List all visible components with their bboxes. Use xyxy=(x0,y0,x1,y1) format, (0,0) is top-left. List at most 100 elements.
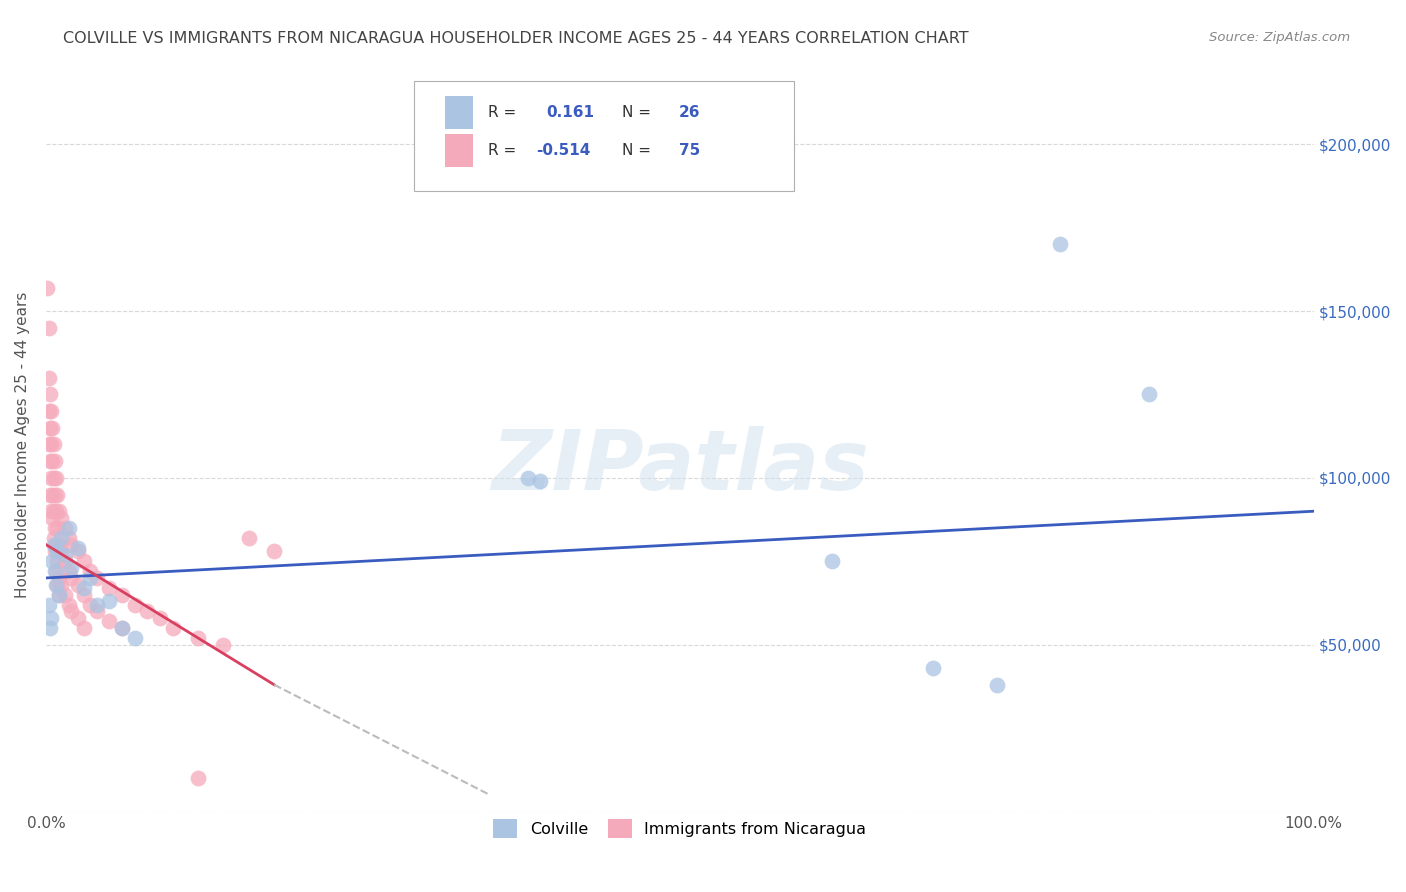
Point xyxy=(38,404,60,418)
Text: 75: 75 xyxy=(679,144,700,159)
Point xyxy=(73,581,96,595)
Point xyxy=(66,577,89,591)
Point xyxy=(73,554,96,568)
Point xyxy=(79,564,101,578)
Point xyxy=(66,541,89,555)
Point xyxy=(46,554,69,568)
Point xyxy=(38,387,60,401)
Point xyxy=(60,561,83,575)
Point xyxy=(46,544,69,558)
Point xyxy=(41,454,63,468)
Point xyxy=(53,588,76,602)
Point xyxy=(124,598,146,612)
Point xyxy=(53,548,76,562)
Point xyxy=(37,280,59,294)
Point xyxy=(263,544,285,558)
Point xyxy=(66,544,89,558)
Point xyxy=(42,538,65,552)
Point xyxy=(79,598,101,612)
Point xyxy=(42,531,65,545)
Point xyxy=(44,521,66,535)
Point xyxy=(58,598,80,612)
Point xyxy=(46,521,69,535)
Legend: Colville, Immigrants from Nicaragua: Colville, Immigrants from Nicaragua xyxy=(486,813,873,844)
Point xyxy=(39,471,62,485)
Point xyxy=(58,521,80,535)
Point xyxy=(38,437,60,451)
Point xyxy=(86,604,108,618)
Point xyxy=(38,454,60,468)
Point xyxy=(45,564,67,578)
Point xyxy=(53,554,76,568)
Point xyxy=(821,554,844,568)
Text: ZIPatlas: ZIPatlas xyxy=(491,426,869,507)
Point xyxy=(39,504,62,518)
Point xyxy=(60,538,83,552)
Point xyxy=(46,487,69,501)
Point xyxy=(98,615,121,629)
Point xyxy=(98,594,121,608)
Point xyxy=(48,571,70,585)
Point xyxy=(111,621,134,635)
Point xyxy=(39,404,62,418)
Text: 26: 26 xyxy=(679,105,700,120)
Point xyxy=(48,588,70,602)
Point xyxy=(44,487,66,501)
Point xyxy=(1049,237,1071,252)
Point xyxy=(60,571,83,585)
Point xyxy=(136,604,159,618)
Point xyxy=(44,564,66,578)
Point xyxy=(39,611,62,625)
Text: -0.514: -0.514 xyxy=(537,144,591,159)
Point xyxy=(39,437,62,451)
Point xyxy=(98,581,121,595)
Point xyxy=(41,487,63,501)
Point xyxy=(48,538,70,552)
Text: COLVILLE VS IMMIGRANTS FROM NICARAGUA HOUSEHOLDER INCOME AGES 25 - 44 YEARS CORR: COLVILLE VS IMMIGRANTS FROM NICARAGUA HO… xyxy=(63,31,969,46)
Point xyxy=(45,538,67,552)
Point xyxy=(238,531,260,545)
Point xyxy=(38,621,60,635)
Text: Source: ZipAtlas.com: Source: ZipAtlas.com xyxy=(1209,31,1350,45)
Point xyxy=(187,631,209,645)
Point xyxy=(58,531,80,545)
Point xyxy=(53,521,76,535)
FancyBboxPatch shape xyxy=(413,81,794,191)
FancyBboxPatch shape xyxy=(446,135,474,168)
Point xyxy=(124,631,146,645)
Point xyxy=(516,471,538,485)
Point xyxy=(922,661,945,675)
Point xyxy=(79,571,101,585)
Point xyxy=(38,487,60,501)
Point xyxy=(529,474,551,488)
Text: N =: N = xyxy=(621,105,655,120)
Text: N =: N = xyxy=(621,144,655,159)
Point xyxy=(41,421,63,435)
Point xyxy=(86,598,108,612)
Point xyxy=(162,621,184,635)
Point xyxy=(42,504,65,518)
Point xyxy=(44,454,66,468)
Y-axis label: Householder Income Ages 25 - 44 years: Householder Income Ages 25 - 44 years xyxy=(15,292,30,598)
Point xyxy=(1137,387,1160,401)
Point xyxy=(58,564,80,578)
Point xyxy=(44,544,66,558)
Text: R =: R = xyxy=(488,144,522,159)
Text: R =: R = xyxy=(488,105,522,120)
Point xyxy=(73,588,96,602)
Point xyxy=(73,621,96,635)
Point xyxy=(51,544,73,558)
Point xyxy=(212,638,235,652)
Point xyxy=(149,611,172,625)
Point xyxy=(48,504,70,518)
Point xyxy=(42,471,65,485)
Point xyxy=(45,504,67,518)
Point xyxy=(51,577,73,591)
Point xyxy=(42,437,65,451)
Point xyxy=(45,577,67,591)
Point xyxy=(111,588,134,602)
Point xyxy=(46,577,69,591)
Point xyxy=(41,511,63,525)
Point xyxy=(38,370,60,384)
Point xyxy=(111,621,134,635)
